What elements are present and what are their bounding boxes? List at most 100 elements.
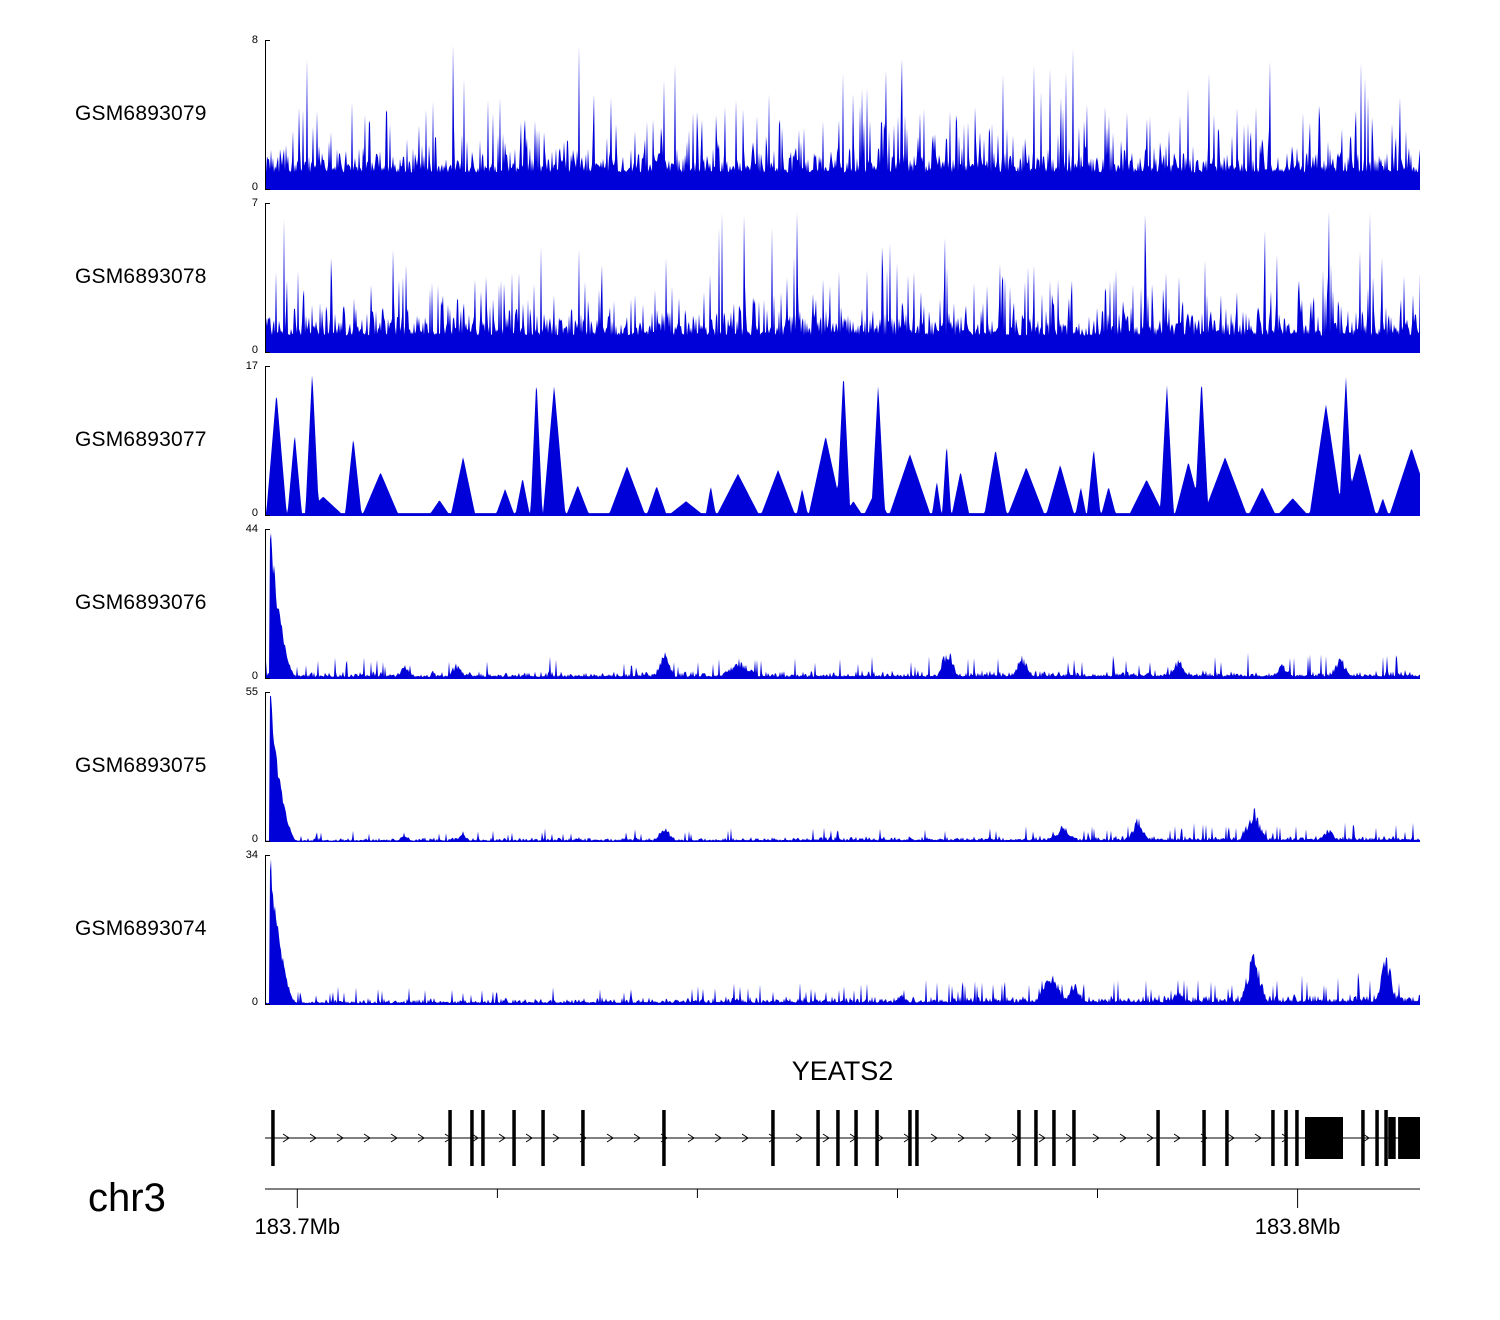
exon-tick [908, 1110, 912, 1166]
strand-arrow-icon [1173, 1133, 1181, 1143]
exon-tick [1295, 1110, 1299, 1166]
exon-tick [271, 1110, 275, 1166]
strand-arrow-icon [282, 1133, 290, 1143]
exon-tick [581, 1110, 585, 1166]
strand-arrow-icon [741, 1133, 749, 1143]
strand-arrow-icon [390, 1133, 398, 1143]
y-axis-min-label: 0 [251, 507, 258, 519]
strand-arrow-icon [363, 1133, 371, 1143]
strand-arrow-icon [525, 1133, 533, 1143]
coverage-signal-plot [265, 40, 1420, 190]
y-axis-max-label: 44 [245, 523, 258, 535]
coverage-track-row: GSM6893076 44 0 [0, 523, 1500, 682]
exon-tick [1202, 1110, 1206, 1166]
exon-tick [1384, 1110, 1388, 1166]
strand-arrow-icon [471, 1133, 479, 1143]
ruler-coordinate-label: 183.7Mb [254, 1214, 341, 1239]
y-axis-min-label: 0 [251, 996, 258, 1008]
y-axis-max-label: 8 [251, 34, 258, 46]
y-axis-min-label: 0 [251, 181, 258, 193]
exon-box [1305, 1117, 1343, 1159]
strand-arrow-icon [633, 1133, 641, 1143]
exon-tick [481, 1110, 485, 1166]
y-axis-max-label: 17 [245, 360, 258, 372]
strand-arrow-icon [552, 1133, 560, 1143]
exon-tick [1361, 1110, 1365, 1166]
exon-tick [1271, 1110, 1275, 1166]
coverage-signal-plot [265, 529, 1420, 679]
exon-tick [1375, 1110, 1379, 1166]
exon-tick [915, 1110, 919, 1166]
strand-arrow-icon [498, 1133, 506, 1143]
exon-tick [1284, 1110, 1288, 1166]
strand-arrow-icon [1362, 1133, 1370, 1143]
exon-tick [875, 1110, 879, 1166]
strand-arrow-icon [1281, 1133, 1289, 1143]
y-axis-min-label: 0 [251, 670, 258, 682]
strand-arrow-icon [1227, 1133, 1235, 1143]
strand-arrow-icon [1146, 1133, 1154, 1143]
chromosome-label: chr3 [88, 1176, 166, 1220]
coverage-signal-plot [265, 855, 1420, 1005]
exon-tick [541, 1110, 545, 1166]
gene-name-label: YEATS2 [791, 1056, 894, 1086]
exon-box [1398, 1117, 1420, 1159]
exon-tick [662, 1110, 666, 1166]
y-axis-min-label: 0 [251, 833, 258, 845]
coverage-signal-plot [265, 203, 1420, 353]
y-axis-min-label: 0 [251, 344, 258, 356]
exon-tick [470, 1110, 474, 1166]
coverage-signal-plot [265, 692, 1420, 842]
strand-arrow-icon [309, 1133, 317, 1143]
gene-model [265, 1110, 1420, 1166]
coverage-signal-plot [265, 366, 1420, 516]
exon-tick [854, 1110, 858, 1166]
exon-tick [836, 1110, 840, 1166]
coverage-track-row: GSM6893078 7 0 [0, 197, 1500, 356]
strand-arrow-icon [1092, 1133, 1100, 1143]
track-label: GSM6893074 [75, 917, 207, 940]
ruler-coordinate-label: 183.8Mb [1254, 1214, 1341, 1239]
coverage-track-row: GSM6893077 17 0 [0, 360, 1500, 519]
exon-tick [448, 1110, 452, 1166]
y-axis-max-label: 34 [245, 849, 258, 861]
strand-arrow-icon [1254, 1133, 1262, 1143]
strand-arrow-icon [930, 1133, 938, 1143]
strand-arrow-icon [876, 1133, 884, 1143]
strand-arrow-icon [795, 1133, 803, 1143]
exon-tick [1225, 1110, 1229, 1166]
strand-arrow-icon [984, 1133, 992, 1143]
genome-ruler [265, 1188, 1420, 1208]
strand-arrow-icon [687, 1133, 695, 1143]
coverage-track-row: GSM6893074 34 0 [0, 849, 1500, 1008]
track-label: GSM6893077 [75, 428, 207, 451]
exon-box [1388, 1117, 1396, 1159]
exon-tick [1017, 1110, 1021, 1166]
exon-tick [512, 1110, 516, 1166]
strand-arrow-icon [957, 1133, 965, 1143]
y-axis-max-label: 7 [251, 197, 258, 209]
exon-tick [1156, 1110, 1160, 1166]
strand-arrow-icon [417, 1133, 425, 1143]
track-label: GSM6893079 [75, 102, 207, 125]
strand-arrow-icon [1038, 1133, 1046, 1143]
strand-arrow-icon [1119, 1133, 1127, 1143]
exon-tick [1052, 1110, 1056, 1166]
coverage-track-row: GSM6893075 55 0 [0, 686, 1500, 845]
exon-tick [771, 1110, 775, 1166]
exon-tick [1034, 1110, 1038, 1166]
exon-tick [1072, 1110, 1076, 1166]
strand-arrow-icon [606, 1133, 614, 1143]
exon-tick [816, 1110, 820, 1166]
strand-arrow-icon [822, 1133, 830, 1143]
strand-arrow-icon [1065, 1133, 1073, 1143]
strand-arrow-icon [768, 1133, 776, 1143]
y-axis-max-label: 55 [245, 686, 258, 698]
track-label: GSM6893075 [75, 754, 207, 777]
strand-arrow-icon [714, 1133, 722, 1143]
strand-arrow-icon [336, 1133, 344, 1143]
track-label: GSM6893076 [75, 591, 207, 614]
coverage-track-row: GSM6893079 8 0 [0, 34, 1500, 193]
track-label: GSM6893078 [75, 265, 207, 288]
